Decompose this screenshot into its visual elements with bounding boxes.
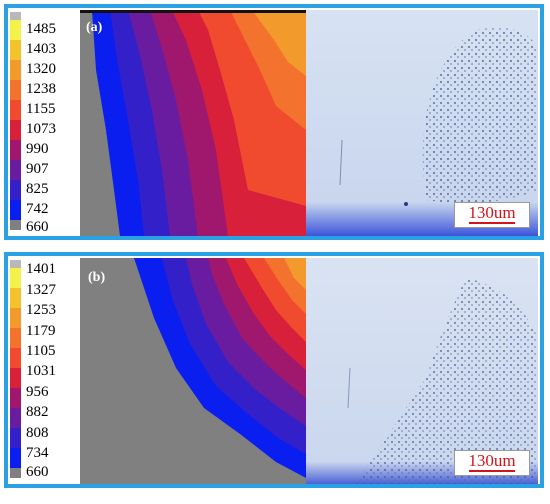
scale-tick: 990 [26,141,49,157]
scale-tick: 808 [26,425,49,441]
scale-tick: 1238 [26,81,56,97]
scale-swatch [10,428,21,448]
temperature-contour-plot [80,258,306,484]
panel-label: (b) [88,270,106,285]
scale-tick: 1105 [26,343,56,359]
scale-tick: 956 [26,384,49,400]
scale-tick: 825 [26,181,49,197]
scale-tick: 1155 [26,101,56,117]
scale-swatch [10,12,21,20]
scale-swatch [10,100,21,120]
scale-tick: 1031 [26,363,56,379]
scale-swatch [10,120,21,140]
panel-label: (a) [86,20,103,35]
scale-swatch [10,468,21,478]
scale-bar-line [469,470,515,472]
scale-swatch [10,388,21,408]
scale-swatch [10,60,21,80]
scale-tick: 1403 [26,41,56,57]
color-scale-bar [10,260,21,478]
scale-swatch [10,268,21,288]
micrograph-image [306,258,538,484]
scale-tick: 1401 [26,261,56,277]
scale-swatch [10,180,21,200]
scale-swatch [10,200,21,220]
scale-tick: 1179 [26,323,56,339]
scale-bar-label: 130um [468,203,516,222]
scale-tick: 907 [26,161,49,177]
scale-swatch [10,448,21,468]
scale-swatch [10,40,21,60]
scale-swatch [10,20,21,40]
scale-tick: 1073 [26,121,56,137]
scale-swatch [10,348,21,368]
micrograph-image [306,10,538,236]
scale-tick: 660 [26,464,49,480]
scale-tick: 660 [26,219,49,235]
scale-tick: 882 [26,404,49,420]
scale-swatch [10,160,21,180]
scale-swatch [10,408,21,428]
scale-bar-label: 130um [468,451,516,470]
scale-swatch [10,220,21,230]
scale-swatch [10,368,21,388]
scale-swatch [10,288,21,308]
scale-tick: 1485 [26,21,56,37]
scale-tick: 734 [26,445,49,461]
scale-swatch [10,80,21,100]
figure-panel-a: 1485 1403 1320 1238 1155 1073 990 907 82… [4,4,544,240]
color-scale-bar [10,12,21,230]
temperature-contour-plot [80,10,306,236]
scale-swatch [10,140,21,160]
scale-swatch [10,308,21,328]
scale-tick: 742 [26,201,49,217]
scale-swatch [10,260,21,268]
scale-tick: 1253 [26,302,56,318]
scale-swatch [10,328,21,348]
scale-bar: 130um [454,450,530,476]
figure-panel-b: 1401 1327 1253 1179 1105 1031 956 882 80… [4,252,544,488]
scale-tick: 1320 [26,61,56,77]
scale-bar-line [469,222,515,224]
scale-tick: 1327 [26,282,56,298]
scale-bar: 130um [454,202,530,228]
